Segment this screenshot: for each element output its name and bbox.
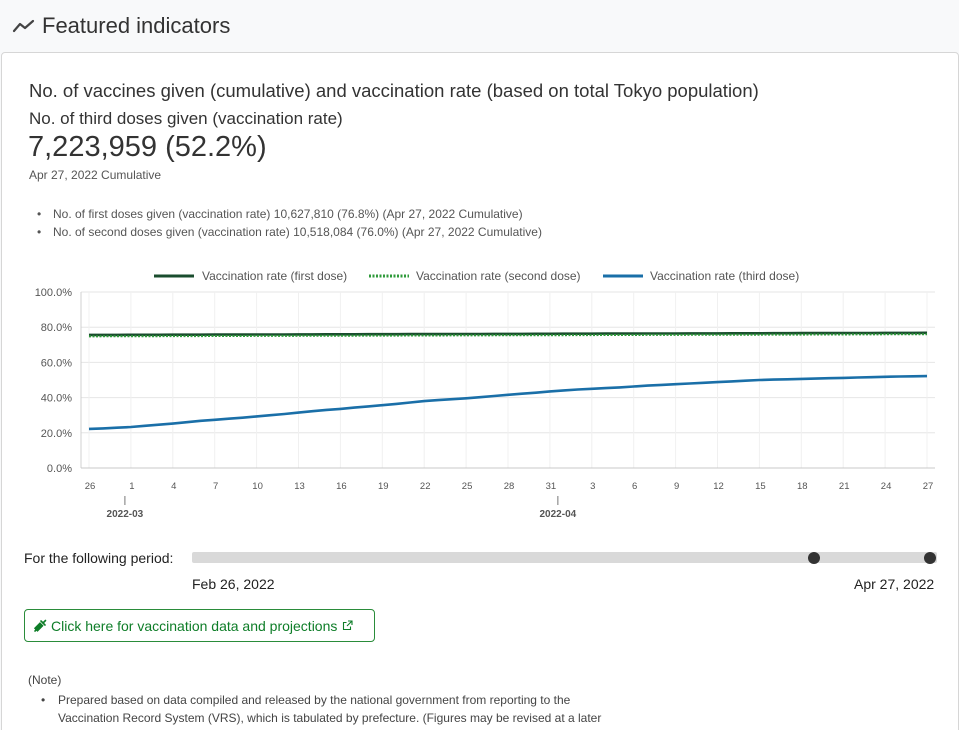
legend-label: Vaccination rate (third dose) (650, 269, 799, 283)
y-tick-label: 40.0% (41, 393, 72, 405)
x-tick-label: 16 (336, 481, 347, 492)
syringe-icon (33, 619, 47, 632)
x-tick-label: 22 (420, 481, 431, 492)
x-tick-label: 13 (294, 481, 305, 492)
x-tick-label: 18 (797, 481, 808, 492)
period-slider-track[interactable] (192, 552, 937, 563)
x-tick-label: 1 (129, 481, 134, 492)
x-tick-label: 27 (923, 481, 934, 492)
x-tick-label: 21 (839, 481, 850, 492)
x-tick-label: 12 (713, 481, 724, 492)
x-tick-label: 26 (85, 481, 96, 492)
month-label: 2022-03 (107, 509, 144, 520)
note-title: (Note) (28, 673, 62, 687)
indicator-card: No. of vaccines given (cumulative) and v… (1, 52, 959, 730)
x-tick-label: 25 (462, 481, 473, 492)
vaccination-data-link-button[interactable]: Click here for vaccination data and proj… (24, 609, 375, 642)
y-tick-label: 100.0% (35, 287, 73, 299)
card-title: No. of vaccines given (cumulative) and v… (29, 80, 759, 101)
summary-list: No. of first doses given (vaccination ra… (37, 207, 542, 243)
period-slider-start-handle[interactable] (807, 552, 820, 564)
x-tick-label: 31 (546, 481, 557, 492)
period-start-date: Feb 26, 2022 (192, 576, 275, 592)
x-tick-label: 7 (213, 481, 218, 492)
summary-second-dose: No. of second doses given (vaccination r… (37, 225, 542, 243)
series-line (88, 374, 928, 431)
period-end-date: Apr 27, 2022 (854, 576, 935, 592)
x-tick-label: 28 (504, 481, 515, 492)
y-tick-label: 80.0% (41, 322, 72, 334)
x-tick-label: 10 (252, 481, 263, 492)
note-item: Prepared based on data compiled and rele… (41, 691, 618, 730)
legend-label: Vaccination rate (second dose) (416, 269, 581, 283)
x-tick-label: 24 (881, 481, 892, 492)
period-slider-end-handle[interactable] (924, 552, 936, 564)
series-line (89, 331, 928, 337)
y-tick-label: 20.0% (41, 428, 72, 440)
headline-value: 7,223,959 (52.2%) (28, 131, 267, 163)
series-line (88, 333, 928, 338)
x-tick-label: 6 (632, 481, 637, 492)
y-tick-label: 60.0% (41, 357, 72, 369)
card-subtitle: No. of third doses given (vaccination ra… (29, 109, 343, 128)
vaccination-rate-chart: Vaccination rate (first dose) Vaccination… (35, 269, 935, 520)
legend-label: Vaccination rate (first dose) (202, 269, 347, 283)
page-header: Featured indicators (0, 0, 959, 52)
summary-first-dose: No. of first doses given (vaccination ra… (37, 207, 542, 225)
page-title: Featured indicators (42, 13, 231, 38)
vaccination-data-link-label: Click here for vaccination data and proj… (51, 617, 338, 634)
month-label: 2022-04 (540, 509, 577, 520)
x-tick-label: 19 (378, 481, 389, 492)
x-tick-label: 9 (674, 481, 679, 492)
x-tick-label: 4 (171, 481, 176, 492)
y-tick-label: 0.0% (47, 463, 72, 475)
trend-line-icon (12, 19, 35, 33)
period-label: For the following period: (24, 550, 174, 566)
as-of-date: Apr 27, 2022 Cumulative (29, 168, 162, 182)
x-tick-label: 15 (755, 481, 766, 492)
external-link-icon (343, 620, 353, 631)
x-tick-label: 3 (590, 481, 595, 492)
note-list: Prepared based on data compiled and rele… (41, 691, 618, 730)
